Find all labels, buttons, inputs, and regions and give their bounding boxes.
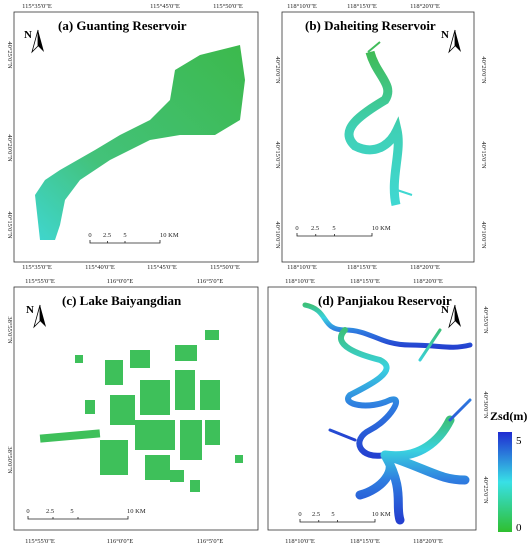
north-label: N bbox=[24, 29, 32, 41]
north-arrow bbox=[31, 29, 39, 54]
coord-label: 38°55'0"N bbox=[6, 316, 13, 344]
scale-bar bbox=[299, 519, 376, 523]
scale-label: 2.5 bbox=[312, 511, 320, 518]
scale-label: 0 bbox=[26, 508, 29, 515]
coord-label: 40°10'0"N bbox=[274, 221, 281, 249]
coord-label: 118°10'0"E bbox=[285, 278, 315, 285]
coord-label: 116°5'0"E bbox=[197, 278, 223, 285]
coord-label: 40°30'0"N bbox=[482, 391, 489, 419]
legend-min: 0 bbox=[516, 522, 522, 534]
coord-label: 118°10'0"E bbox=[287, 264, 317, 271]
scale-label: 10 KM bbox=[372, 511, 391, 518]
scale-label: 5 bbox=[123, 232, 126, 239]
coord-label: 40°15'0"N bbox=[6, 211, 13, 239]
coord-label: 118°15'0"E bbox=[350, 538, 380, 545]
scale-bar bbox=[89, 240, 161, 244]
colorbar bbox=[498, 432, 512, 532]
coord-label: 118°15'0"E bbox=[347, 3, 377, 10]
daheiting-shape bbox=[344, 41, 413, 206]
north-arrow bbox=[33, 304, 41, 329]
coord-label: 115°55'0"E bbox=[25, 278, 55, 285]
panel-title: (c) Lake Baiyangdian bbox=[62, 293, 182, 308]
scale-label: 10 KM bbox=[372, 225, 391, 232]
scale-label: 2.5 bbox=[311, 225, 319, 232]
baiyangdian-shape bbox=[39, 330, 243, 492]
scale-label: 0 bbox=[295, 225, 298, 232]
coord-label: 40°25'0"N bbox=[6, 41, 13, 69]
north-arrow bbox=[455, 305, 461, 327]
coord-label: 118°15'0"E bbox=[347, 264, 377, 271]
scale-label: 5 bbox=[332, 225, 335, 232]
coord-label: 118°10'0"E bbox=[287, 3, 317, 10]
coord-label: 40°20'0"N bbox=[480, 56, 487, 84]
scale-label: 5 bbox=[331, 511, 334, 518]
coord-label: 115°45'0"E bbox=[150, 3, 180, 10]
coord-label: 40°20'0"N bbox=[6, 134, 13, 162]
coord-label: 118°20'0"E bbox=[413, 278, 443, 285]
coord-label: 40°35'0"N bbox=[482, 306, 489, 334]
scale-label: 0 bbox=[88, 232, 91, 239]
scale-label: 10 KM bbox=[127, 508, 146, 515]
coord-label: 40°15'0"N bbox=[480, 141, 487, 169]
coord-label: 115°45'0"E bbox=[147, 264, 177, 271]
coord-label: 116°0'0"E bbox=[107, 278, 133, 285]
scale-label: 10 KM bbox=[160, 232, 179, 239]
panjiakou-shape bbox=[302, 302, 473, 525]
panel-title: (a) Guanting Reservoir bbox=[58, 18, 187, 33]
scale-bar bbox=[296, 233, 373, 237]
coord-label: 40°10'0"N bbox=[480, 221, 487, 249]
scale-label: 0 bbox=[298, 511, 301, 518]
coord-label: 40°20'0"N bbox=[274, 56, 281, 84]
legend-title: Zsd(m) bbox=[490, 409, 527, 423]
coord-label: 115°50'0"E bbox=[210, 264, 240, 271]
coord-label: 115°35'0"E bbox=[22, 264, 52, 271]
north-arrow bbox=[455, 30, 461, 52]
north-label: N bbox=[441, 304, 449, 316]
north-arrow bbox=[448, 304, 456, 329]
coord-label: 38°50'0"N bbox=[6, 446, 13, 474]
north-arrow bbox=[38, 30, 44, 52]
scale-label: 5 bbox=[70, 508, 73, 515]
legend-max: 5 bbox=[516, 435, 522, 447]
panel-frame bbox=[13, 11, 259, 263]
north-arrow bbox=[448, 29, 456, 54]
coord-label: 115°40'0"E bbox=[85, 264, 115, 271]
panel-title: (d) Panjiakou Reservoir bbox=[318, 293, 452, 308]
coord-label: 116°0'0"E bbox=[107, 538, 133, 545]
coord-label: 118°15'0"E bbox=[350, 278, 380, 285]
panel-frame bbox=[267, 286, 477, 531]
coord-label: 115°55'0"E bbox=[25, 538, 55, 545]
scale-label: 2.5 bbox=[46, 508, 54, 515]
guanting-shape bbox=[35, 45, 245, 240]
coord-label: 40°25'0"N bbox=[482, 476, 489, 504]
panel-title: (b) Daheiting Reservoir bbox=[305, 18, 436, 33]
north-label: N bbox=[441, 29, 449, 41]
panel-frame bbox=[281, 11, 475, 263]
coord-label: 116°5'0"E bbox=[197, 538, 223, 545]
coord-label: 118°20'0"E bbox=[410, 3, 440, 10]
coord-label: 115°35'0"E bbox=[22, 3, 52, 10]
coord-label: 40°15'0"N bbox=[274, 141, 281, 169]
scale-label: 2.5 bbox=[103, 232, 111, 239]
panel-frame bbox=[13, 286, 259, 531]
scale-bar bbox=[27, 516, 129, 520]
coord-label: 118°20'0"E bbox=[410, 264, 440, 271]
coord-label: 118°10'0"E bbox=[285, 538, 315, 545]
north-arrow bbox=[40, 305, 46, 327]
coord-label: 118°20'0"E bbox=[413, 538, 443, 545]
north-label: N bbox=[26, 304, 34, 316]
coord-label: 115°50'0"E bbox=[213, 3, 243, 10]
